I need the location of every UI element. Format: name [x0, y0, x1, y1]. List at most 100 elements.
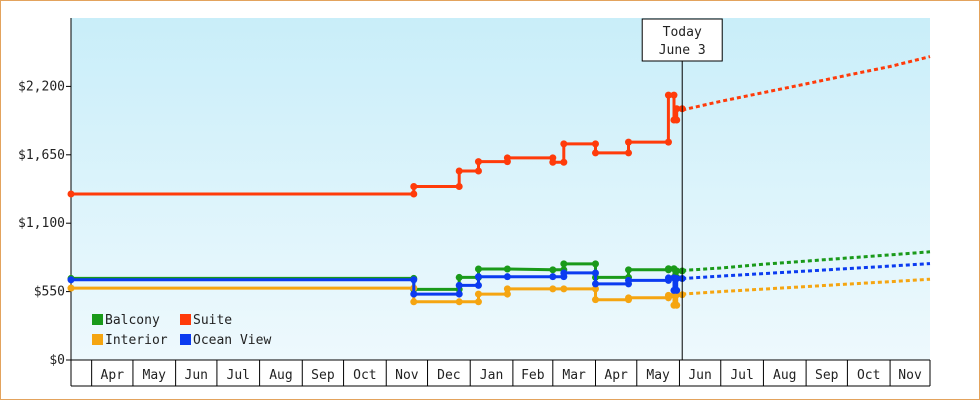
data-point [591, 149, 599, 157]
data-point [673, 301, 681, 309]
data-point [474, 290, 482, 298]
data-point [455, 290, 463, 298]
y-tick-label: $2,200 [18, 79, 65, 94]
x-axis: Apr May Jun Jul Aug Sep Oct Nov Dec Jan Feb Mar Apr M… [71, 359, 931, 387]
data-point [591, 296, 599, 304]
x-tick-label: Oct [353, 368, 376, 383]
data-point [591, 269, 599, 277]
legend-swatch [180, 314, 191, 325]
y-tick-label: $1,650 [18, 148, 65, 163]
data-point [591, 140, 599, 148]
data-point [503, 273, 511, 281]
data-point [625, 276, 633, 284]
x-tick-label: Apr [101, 368, 125, 383]
y-tick-label: $0 [49, 353, 65, 368]
data-point [474, 265, 482, 273]
x-tick-label: Aug [773, 368, 796, 383]
plot-area-background [71, 18, 930, 360]
data-point [410, 190, 418, 198]
y-tick-label: $550 [34, 285, 65, 300]
data-point [591, 280, 599, 288]
data-point [503, 285, 511, 293]
x-tick-label: Jun [185, 368, 208, 383]
legend-label: Interior [105, 333, 168, 348]
data-point [474, 298, 482, 306]
series-lines [67, 55, 931, 309]
x-tick-label: Sep [311, 368, 335, 383]
data-point [67, 284, 75, 292]
data-point [455, 281, 463, 289]
x-tick-label: Apr [604, 368, 628, 383]
data-point [549, 273, 557, 281]
legend-label: Balcony [105, 313, 160, 328]
data-point [410, 183, 418, 191]
x-tick-label: Aug [269, 368, 292, 383]
data-point [410, 290, 418, 298]
legend-swatch [180, 334, 191, 345]
series-ocean-view [67, 262, 931, 298]
x-tick-label: Jul [730, 368, 753, 383]
data-point [560, 140, 568, 148]
x-tick-label: Nov [898, 368, 922, 383]
today-box [641, 18, 723, 62]
series-projection-line [681, 55, 931, 112]
data-point [673, 116, 681, 124]
series-projection-line [682, 250, 931, 272]
data-point [673, 275, 681, 283]
data-point [410, 276, 418, 284]
data-point [560, 269, 568, 277]
data-point [503, 290, 511, 298]
data-point [549, 158, 557, 166]
data-point [625, 266, 633, 274]
data-point [549, 266, 557, 274]
series-interior [67, 277, 931, 309]
series-suite [67, 55, 931, 198]
x-tick-label: Jul [227, 368, 250, 383]
data-point [664, 274, 672, 282]
data-point [664, 265, 672, 273]
legend-label: Suite [193, 313, 232, 328]
data-point [591, 260, 599, 268]
x-tick-label: Sep [815, 368, 839, 383]
data-point [503, 265, 511, 273]
x-tick-label: Jun [688, 368, 711, 383]
data-point [673, 267, 681, 275]
series-projection-line [682, 262, 931, 280]
legend-swatch [92, 314, 103, 325]
data-point [455, 167, 463, 175]
data-point [67, 190, 75, 198]
x-tick-label: Jan [480, 368, 503, 383]
data-point [664, 291, 672, 299]
data-point [503, 154, 511, 162]
data-point [625, 138, 633, 146]
legend-label: Ocean View [193, 333, 271, 348]
today-date-label: June 3 [659, 43, 706, 58]
data-point [625, 294, 633, 302]
y-tick-label: $1,100 [18, 216, 65, 231]
x-tick-label: May [646, 368, 670, 383]
data-point [474, 273, 482, 281]
data-point [560, 260, 568, 268]
data-point [625, 149, 633, 157]
data-point [673, 286, 681, 294]
legend-swatch [92, 334, 103, 345]
data-point [455, 298, 463, 306]
data-point [474, 281, 482, 289]
data-point [560, 158, 568, 166]
y-axis: $0 $550 $1,100 $1,650 $2,200 [18, 18, 72, 386]
x-tick-label: May [143, 368, 167, 383]
data-point [549, 285, 557, 293]
x-tick-label: Oct [857, 368, 880, 383]
data-point [664, 138, 672, 146]
data-point [474, 158, 482, 166]
legend: Balcony Suite Interior Ocean View [92, 313, 271, 348]
data-point [455, 273, 463, 281]
data-point [670, 91, 678, 99]
data-point [67, 276, 75, 284]
x-tick-label: Dec [437, 368, 460, 383]
x-tick-label: Nov [395, 368, 419, 383]
data-point [474, 167, 482, 175]
today-label: Today [663, 25, 702, 40]
data-point [591, 285, 599, 293]
